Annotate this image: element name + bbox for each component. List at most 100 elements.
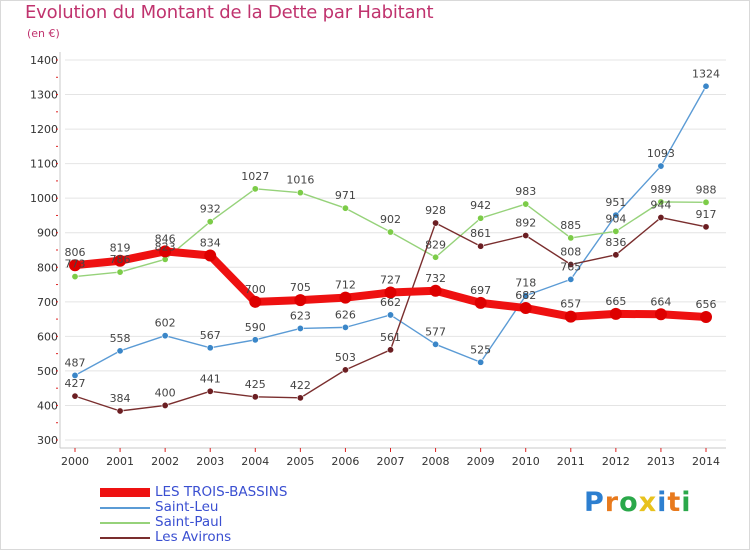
data-label: 829 (425, 238, 446, 251)
data-label: 885 (560, 219, 581, 232)
data-label: 834 (200, 237, 221, 250)
legend-swatch (100, 507, 150, 509)
data-label: 503 (335, 351, 356, 364)
data-label: 904 (605, 212, 626, 225)
data-label: 989 (650, 183, 671, 196)
data-label: 983 (515, 185, 536, 198)
data-point (702, 198, 710, 206)
data-point (700, 311, 712, 324)
data-point (71, 273, 79, 281)
data-label: 861 (470, 227, 491, 240)
y-tick-label: 900 (37, 227, 58, 240)
data-point (654, 308, 667, 321)
data-label: 836 (605, 236, 626, 249)
legend-label: Les Avirons (155, 529, 232, 545)
legend-label: Saint-Paul (155, 514, 223, 530)
logo-letter: t (667, 487, 682, 518)
data-point (522, 200, 530, 208)
data-label: 623 (290, 309, 311, 322)
data-point (114, 254, 127, 267)
data-label: 988 (696, 183, 717, 196)
data-point (251, 336, 259, 344)
data-point (657, 198, 665, 206)
x-tick-label: 2010 (512, 455, 540, 468)
data-point (612, 227, 620, 235)
legend-swatch (100, 488, 150, 497)
data-label: 1324 (692, 67, 720, 80)
data-point (71, 392, 79, 400)
data-point (206, 218, 214, 226)
data-point (432, 340, 440, 348)
data-label: 487 (65, 356, 86, 369)
data-point (341, 204, 349, 212)
data-label: 400 (155, 386, 176, 399)
data-label: 773 (65, 258, 86, 271)
data-label: 712 (335, 279, 356, 292)
data-point (429, 284, 442, 297)
data-point (612, 251, 620, 259)
x-tick-label: 2003 (196, 455, 224, 468)
data-label: 700 (245, 283, 266, 296)
data-label: 902 (380, 213, 401, 226)
data-point (296, 189, 304, 197)
data-label: 657 (560, 298, 581, 311)
x-tick-label: 2005 (286, 455, 314, 468)
data-point (386, 311, 394, 319)
data-label: 422 (290, 379, 311, 392)
data-label: 561 (380, 331, 401, 344)
data-label: 664 (650, 295, 671, 308)
logo-letter: r (604, 487, 620, 518)
data-label: 525 (470, 343, 491, 356)
data-point (474, 296, 487, 309)
data-label: 626 (335, 308, 356, 321)
x-tick-label: 2014 (692, 455, 720, 468)
x-tick-label: 2011 (557, 455, 585, 468)
data-point (432, 219, 440, 227)
data-point (69, 259, 81, 272)
legend-swatch (100, 537, 150, 539)
data-point (251, 185, 259, 193)
data-point (522, 292, 530, 300)
data-point (249, 295, 262, 308)
data-point (522, 231, 530, 239)
data-point (116, 347, 124, 355)
x-tick-label: 2013 (647, 455, 675, 468)
data-point (567, 234, 575, 242)
data-point (71, 371, 79, 379)
y-tick-label: 1000 (30, 192, 58, 205)
data-point (159, 245, 172, 258)
legend-label: LES TROIS-BASSINS (155, 484, 288, 500)
data-label: 697 (470, 284, 491, 297)
chart-title: Evolution du Montant de la Dette par Hab… (25, 2, 434, 23)
data-label: 732 (425, 272, 446, 285)
data-label: 932 (200, 203, 221, 216)
data-label: 656 (696, 298, 717, 311)
data-point (477, 214, 485, 222)
x-tick-label: 2002 (151, 455, 179, 468)
legend-swatch (100, 522, 150, 524)
data-label: 917 (696, 208, 717, 221)
data-point (386, 346, 394, 354)
data-label: 1016 (286, 174, 314, 187)
data-label: 682 (515, 289, 536, 302)
y-tick-label: 500 (37, 365, 58, 378)
y-tick-label: 1400 (30, 54, 58, 67)
data-point (294, 294, 307, 307)
data-point (612, 211, 620, 219)
data-point (477, 242, 485, 250)
x-tick-label: 2004 (241, 455, 269, 468)
logo-letter: o (619, 487, 639, 518)
data-point (161, 332, 169, 340)
data-label: 425 (245, 378, 266, 391)
data-point (432, 253, 440, 261)
data-label: 705 (290, 281, 311, 294)
data-label: 441 (200, 372, 221, 385)
x-tick-label: 2008 (422, 455, 450, 468)
data-label: 718 (515, 277, 536, 290)
logo-letter: x (638, 487, 658, 518)
data-point (519, 302, 532, 315)
chart-subtitle: (en €) (27, 27, 60, 40)
data-label: 765 (560, 260, 581, 273)
data-label: 846 (155, 232, 176, 245)
